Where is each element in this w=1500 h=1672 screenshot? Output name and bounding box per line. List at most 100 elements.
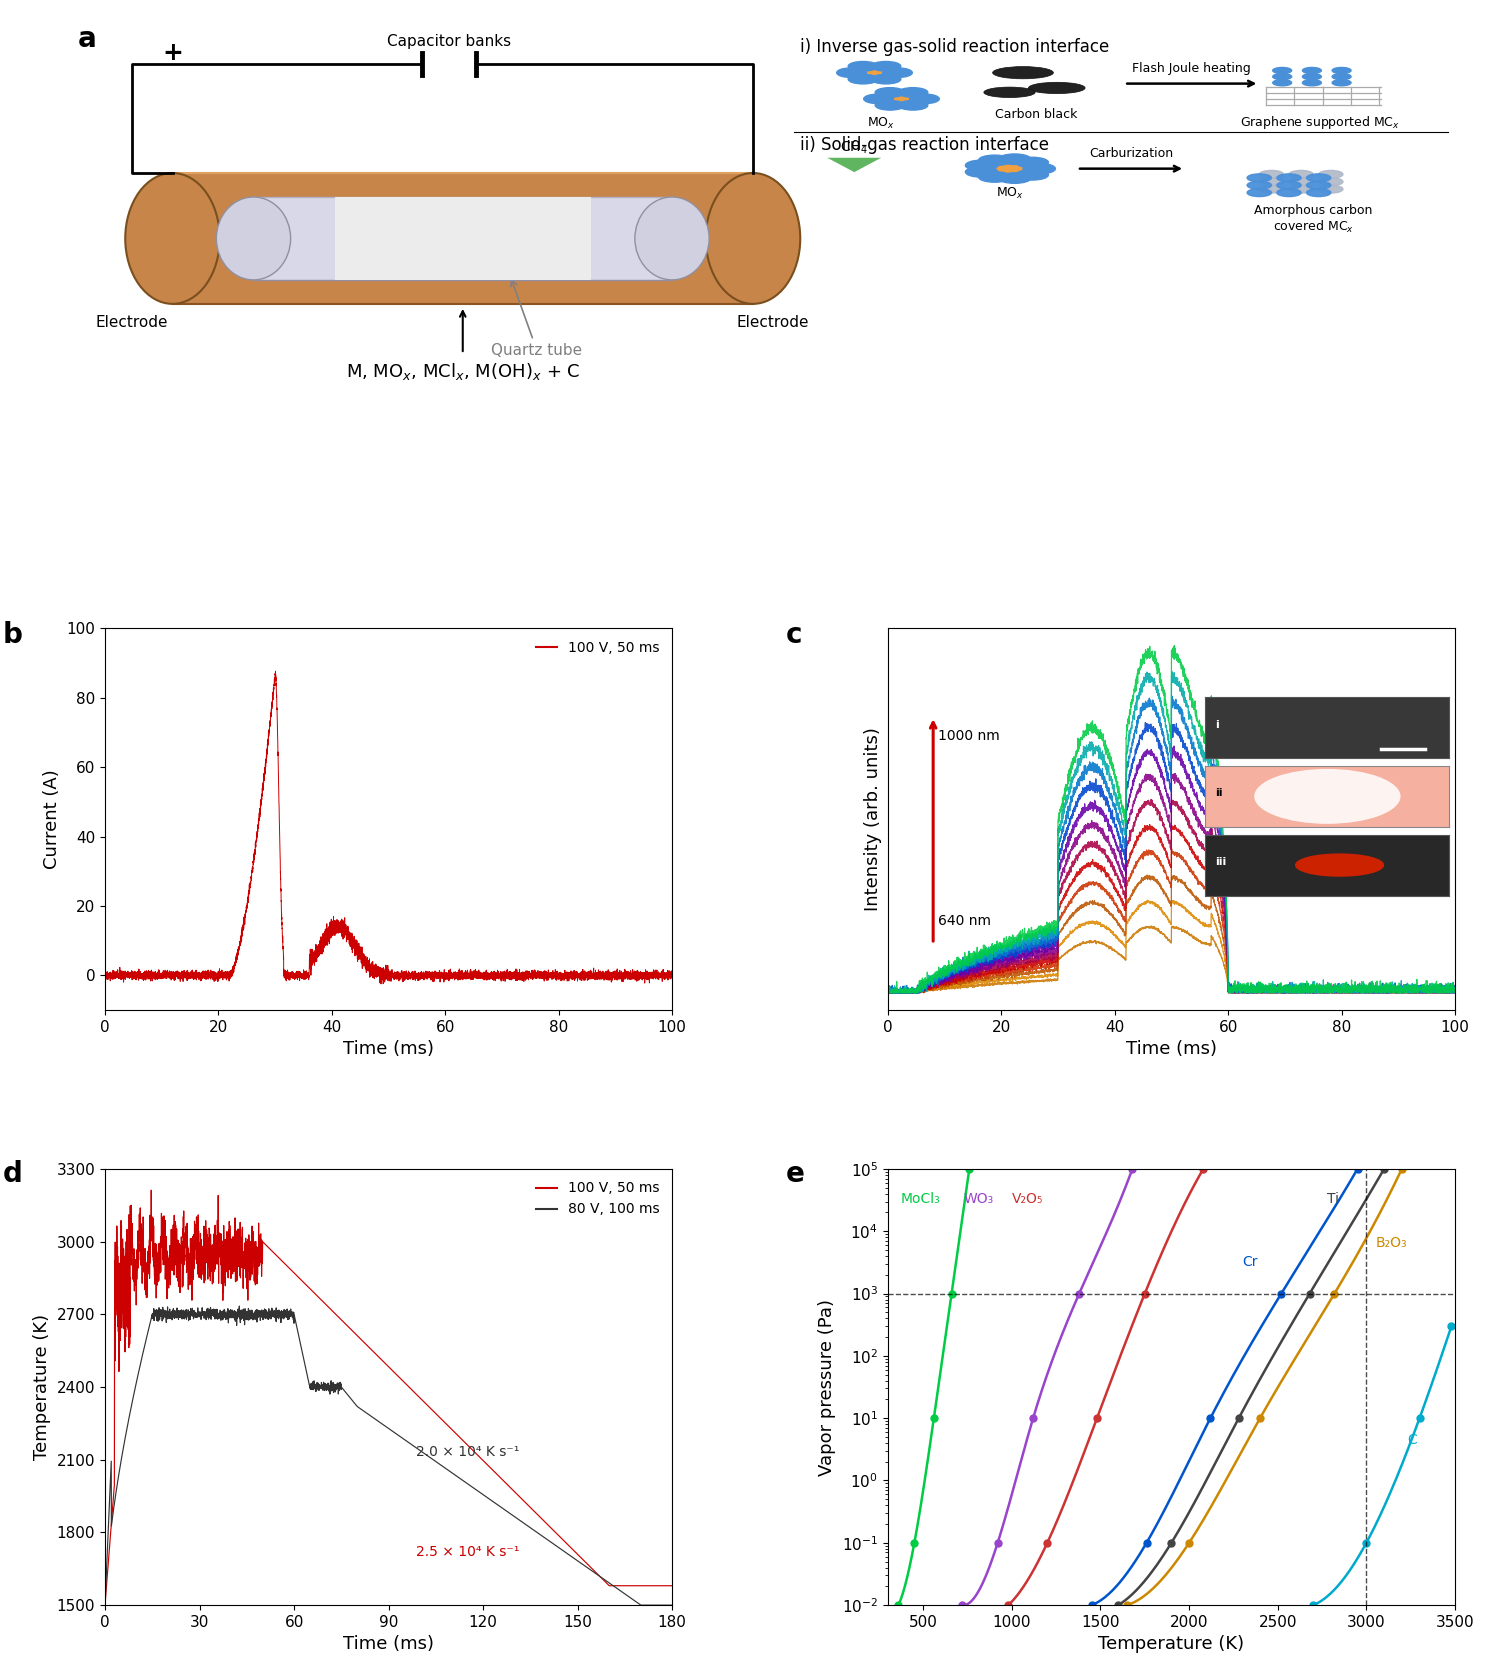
Circle shape (1016, 157, 1048, 167)
Polygon shape (334, 197, 591, 279)
Text: Cr: Cr (1242, 1254, 1258, 1269)
Circle shape (1272, 80, 1292, 85)
Text: Quartz tube: Quartz tube (492, 279, 582, 358)
Text: C: C (1407, 1433, 1418, 1446)
Ellipse shape (705, 172, 801, 304)
Text: Carbon black: Carbon black (996, 107, 1077, 120)
Circle shape (1288, 177, 1314, 186)
Text: MO$_x$: MO$_x$ (867, 117, 895, 132)
Text: 2.5 × 10⁴ K s⁻¹: 2.5 × 10⁴ K s⁻¹ (416, 1545, 519, 1558)
Circle shape (978, 172, 1011, 182)
Circle shape (864, 94, 894, 104)
Circle shape (837, 69, 867, 77)
Circle shape (993, 164, 1026, 174)
Circle shape (1332, 67, 1352, 74)
Text: 640 nm: 640 nm (938, 913, 990, 928)
Text: WO₃: WO₃ (964, 1192, 994, 1207)
Circle shape (1272, 74, 1292, 80)
Text: CH$_4$: CH$_4$ (840, 139, 868, 155)
Circle shape (1276, 174, 1300, 182)
Circle shape (859, 69, 889, 77)
Circle shape (847, 74, 877, 84)
Circle shape (886, 94, 916, 104)
X-axis label: Time (ms): Time (ms) (1126, 1040, 1216, 1058)
Circle shape (1318, 186, 1342, 192)
Circle shape (874, 100, 904, 110)
Circle shape (999, 172, 1030, 184)
Text: 2.0 × 10⁴ K s⁻¹: 2.0 × 10⁴ K s⁻¹ (416, 1446, 519, 1460)
Circle shape (1023, 164, 1056, 174)
Circle shape (966, 161, 998, 171)
Circle shape (1260, 186, 1284, 192)
Circle shape (871, 74, 901, 84)
Text: V₂O₅: V₂O₅ (1013, 1192, 1042, 1207)
Circle shape (1272, 67, 1292, 74)
Text: c: c (786, 620, 802, 649)
Text: e: e (786, 1160, 804, 1189)
Circle shape (1246, 189, 1272, 197)
Circle shape (1288, 186, 1314, 192)
Text: MoCl₃: MoCl₃ (900, 1192, 940, 1207)
Circle shape (1260, 171, 1284, 179)
Circle shape (1318, 177, 1342, 186)
Polygon shape (172, 172, 753, 304)
Circle shape (1302, 67, 1322, 74)
X-axis label: Temperature (K): Temperature (K) (1098, 1635, 1245, 1654)
Text: ii) Solid-gas reaction interface: ii) Solid-gas reaction interface (801, 135, 1050, 154)
Circle shape (874, 87, 904, 97)
Circle shape (1246, 174, 1272, 182)
Circle shape (1306, 189, 1330, 197)
Text: Ti: Ti (1328, 1192, 1340, 1207)
Circle shape (898, 87, 928, 97)
Circle shape (1288, 171, 1314, 179)
Ellipse shape (124, 172, 219, 304)
Y-axis label: Current (A): Current (A) (44, 769, 62, 869)
Ellipse shape (216, 197, 291, 279)
Text: d: d (3, 1160, 22, 1189)
Text: Electrode: Electrode (96, 314, 168, 329)
Circle shape (847, 62, 877, 72)
Circle shape (1306, 181, 1330, 189)
Ellipse shape (984, 87, 1035, 97)
Text: M, MO$_x$, MCl$_x$, M(OH)$_x$ + C: M, MO$_x$, MCl$_x$, M(OH)$_x$ + C (345, 361, 580, 381)
Ellipse shape (634, 197, 710, 279)
Text: Capacitor banks: Capacitor banks (387, 33, 512, 48)
Text: +: + (162, 42, 183, 65)
Circle shape (1302, 74, 1322, 80)
Circle shape (1306, 174, 1330, 182)
Circle shape (978, 155, 1011, 166)
Circle shape (1260, 177, 1284, 186)
Y-axis label: Temperature (K): Temperature (K) (33, 1314, 51, 1460)
Y-axis label: Vapor pressure (Pa): Vapor pressure (Pa) (819, 1299, 837, 1475)
Legend: 100 V, 50 ms, 80 V, 100 ms: 100 V, 50 ms, 80 V, 100 ms (531, 1175, 666, 1222)
Polygon shape (828, 157, 882, 172)
X-axis label: Time (ms): Time (ms) (344, 1635, 433, 1654)
Text: b: b (3, 620, 22, 649)
Ellipse shape (993, 67, 1053, 79)
Circle shape (1318, 171, 1342, 179)
Circle shape (966, 167, 998, 177)
Y-axis label: Intensity (arb. units): Intensity (arb. units) (864, 727, 882, 911)
Circle shape (1016, 169, 1048, 181)
Text: Graphene supported MC$_x$: Graphene supported MC$_x$ (1240, 114, 1400, 130)
Circle shape (898, 100, 928, 110)
Text: Electrode: Electrode (736, 314, 810, 329)
Circle shape (1332, 74, 1352, 80)
Text: i) Inverse gas-solid reaction interface: i) Inverse gas-solid reaction interface (801, 38, 1110, 55)
Legend: 100 V, 50 ms: 100 V, 50 ms (531, 635, 666, 660)
Circle shape (909, 94, 939, 104)
Circle shape (1332, 80, 1352, 85)
Circle shape (1246, 181, 1272, 189)
Text: B₂O₃: B₂O₃ (1376, 1236, 1407, 1251)
Circle shape (1276, 181, 1300, 189)
Circle shape (882, 69, 912, 77)
Text: 1000 nm: 1000 nm (938, 729, 999, 742)
X-axis label: Time (ms): Time (ms) (344, 1040, 433, 1058)
Circle shape (1276, 189, 1300, 197)
Polygon shape (254, 197, 672, 279)
Text: MO$_x$: MO$_x$ (996, 186, 1023, 201)
Text: Amorphous carbon
covered MC$_x$: Amorphous carbon covered MC$_x$ (1254, 204, 1372, 236)
Circle shape (999, 154, 1030, 164)
Circle shape (1302, 80, 1322, 85)
Ellipse shape (1029, 82, 1084, 94)
